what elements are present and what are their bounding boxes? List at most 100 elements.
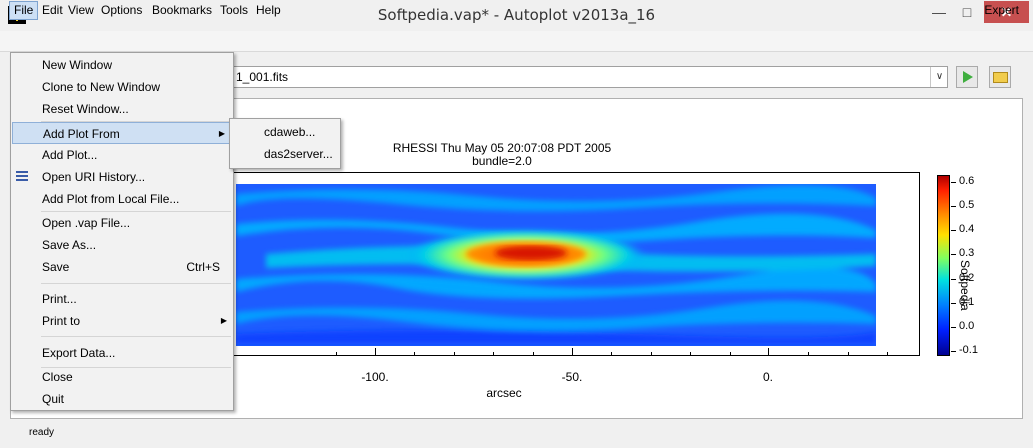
menu-item-label: Print to [42, 314, 81, 328]
uri-input[interactable]: 1_001.fits [236, 70, 289, 84]
menu-file[interactable]: File [9, 1, 39, 20]
menu-item-label: New Window [42, 58, 113, 72]
status-text: ready [29, 427, 55, 438]
submenu-item-label: das2server... [264, 147, 333, 161]
menu-item-print[interactable]: Print... [11, 288, 233, 310]
menu-item-label: Reset Window... [42, 102, 129, 116]
menu-item-label: Add Plot from Local File... [42, 192, 180, 206]
title-bar [0, 0, 1033, 31]
menu-separator [41, 211, 231, 212]
menu-item-label: Save [42, 260, 70, 274]
menu-bar [0, 31, 1033, 52]
uri-combo-box[interactable] [232, 66, 948, 88]
colorbar-tick-label: 0.3 [959, 247, 975, 259]
colorbar-tick [951, 182, 956, 183]
menu-item-label: Close [42, 370, 73, 384]
menu-item-label: Save As... [42, 238, 97, 252]
menu-item-label: Print... [42, 292, 77, 306]
x-axis-tick-label: 0. [762, 370, 773, 384]
colorbar-tick [951, 303, 956, 304]
x-axis-tick-label: -50. [561, 370, 583, 384]
submenu-arrow-icon: ▶ [220, 316, 227, 325]
menu-item-label: Export Data... [42, 346, 116, 360]
maximize-button[interactable]: □ [962, 4, 972, 20]
colorbar-tick-label: -0.1 [959, 344, 978, 356]
x-axis-minor-tick [454, 352, 455, 356]
plot-title-line-1: RHESSI Thu May 05 20:07:08 PDT 2005 [392, 141, 612, 155]
x-axis-minor-tick [533, 352, 534, 356]
file-menu-popup: New Window Clone to New Window Reset Win… [10, 52, 234, 411]
colorbar-tick [951, 327, 956, 328]
open-folder-button[interactable] [989, 66, 1011, 88]
menu-item-clone-window[interactable]: Clone to New Window [11, 76, 233, 98]
menu-item-close[interactable]: Close [11, 366, 233, 388]
menu-options[interactable]: Options [101, 3, 143, 17]
menu-item-save[interactable]: Save Ctrl+S [11, 256, 233, 278]
x-axis-minor-tick [690, 352, 691, 356]
menu-item-label: Open URI History... [42, 170, 146, 184]
submenu-item-label: cdaweb... [264, 125, 316, 139]
x-axis-minor-tick [848, 352, 849, 356]
menu-item-export-data[interactable]: Export Data... [11, 342, 233, 364]
x-axis-title: arcsec [486, 386, 522, 400]
go-button[interactable] [956, 66, 978, 88]
colorbar-tick [951, 351, 956, 352]
menu-view[interactable]: View [68, 3, 94, 17]
colorbar-tick-label: 0.2 [959, 272, 975, 284]
menu-item-add-plot[interactable]: Add Plot... [11, 144, 233, 166]
submenu-item-cdaweb[interactable]: cdaweb... [230, 121, 340, 143]
chevron-down-icon[interactable]: ∨ [930, 67, 948, 87]
colorbar-tick [951, 206, 956, 207]
close-button[interactable]: ✕ [984, 1, 1029, 23]
submenu-arrow-icon: ▶ [218, 129, 225, 138]
spectrogram-image [236, 184, 876, 346]
menu-separator [41, 336, 231, 337]
menu-item-label: Clone to New Window [42, 80, 161, 94]
menu-item-label: Open .vap File... [42, 216, 131, 230]
submenu-item-das2server[interactable]: das2server... [230, 143, 340, 165]
add-plot-from-submenu: cdaweb... das2server... [229, 118, 341, 169]
menu-item-add-plot-from[interactable]: Add Plot From ▶ [12, 122, 232, 144]
x-axis-tick-label: -100. [361, 370, 389, 384]
x-axis-minor-tick [414, 352, 415, 356]
menu-tools[interactable]: Tools [220, 3, 249, 17]
colorbar-tick-label: 0.5 [959, 199, 975, 211]
colorbar-tick-label: 0.1 [959, 296, 975, 308]
x-axis-major-tick [572, 348, 573, 356]
menu-item-label: Add Plot From [43, 127, 120, 141]
menu-separator [41, 367, 231, 368]
menu-edit[interactable]: Edit [42, 3, 63, 17]
colorbar-tick-label: 0.4 [959, 223, 975, 235]
colorbar-tick-label: 0.6 [959, 175, 975, 187]
menu-separator [41, 121, 231, 122]
menu-expert[interactable]: Expert [984, 3, 1019, 17]
plot-title-line-2: bundle=2.0 [472, 154, 532, 168]
menu-item-print-to[interactable]: Print to ▶ [11, 310, 233, 332]
menu-item-save-as[interactable]: Save As... [11, 234, 233, 256]
x-axis-minor-tick [887, 352, 888, 356]
colorbar-tick [951, 279, 956, 280]
x-axis-minor-tick [493, 352, 494, 356]
colorbar-tick [951, 254, 956, 255]
x-axis-minor-tick [730, 352, 731, 356]
menu-item-quit[interactable]: Quit [11, 388, 233, 410]
menu-item-new-window[interactable]: New Window [11, 54, 233, 76]
menu-help[interactable]: Help [256, 3, 281, 17]
minimize-button[interactable]: — [932, 4, 946, 20]
menu-item-open-uri-history[interactable]: Open URI History... [11, 166, 233, 188]
x-axis-minor-tick [336, 352, 337, 356]
colorbar [937, 175, 950, 356]
menu-item-open-vap[interactable]: Open .vap File... [11, 212, 233, 234]
menu-item-add-plot-local-file[interactable]: Add Plot from Local File... [11, 188, 233, 210]
menu-item-label: Add Plot... [42, 148, 98, 162]
x-axis-minor-tick [808, 352, 809, 356]
status-bar [0, 422, 1033, 448]
x-axis-major-tick [768, 348, 769, 356]
menu-item-reset-window[interactable]: Reset Window... [11, 98, 233, 120]
x-axis-minor-tick [651, 352, 652, 356]
colorbar-tick-label: 0.0 [959, 320, 975, 332]
shortcut-label: Ctrl+S [186, 260, 220, 274]
plot-title: RHESSI Thu May 05 20:07:08 PDT 2005 bund… [232, 142, 772, 168]
menu-bookmarks[interactable]: Bookmarks [152, 3, 213, 17]
menu-item-label: Quit [42, 392, 65, 406]
